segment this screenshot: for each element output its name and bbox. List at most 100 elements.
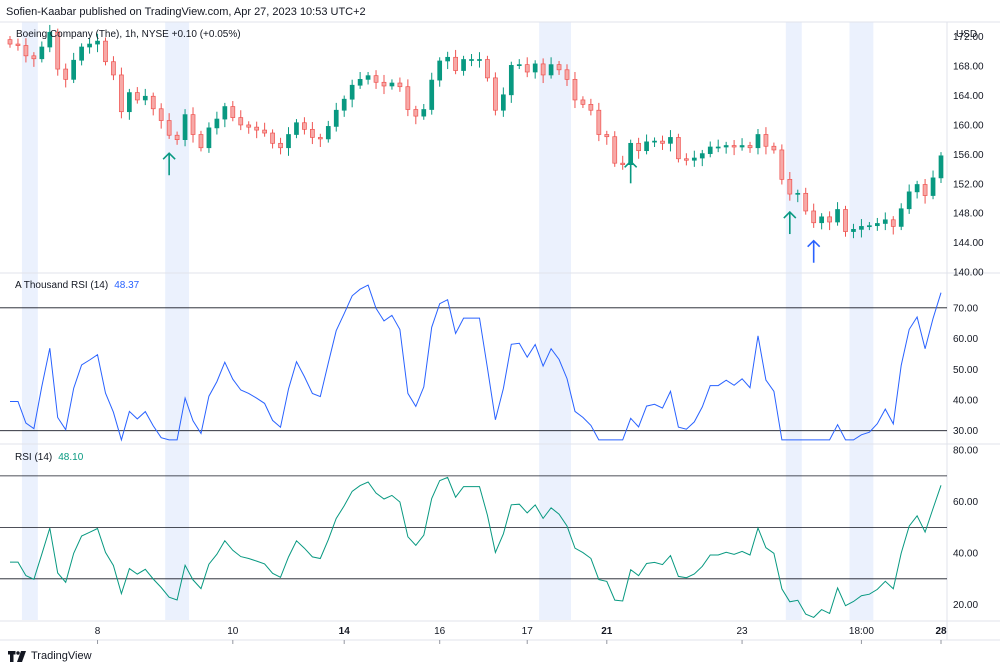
candle-body: [341, 98, 347, 111]
time-tick-label: 17: [522, 626, 534, 637]
candle-body: [469, 59, 474, 61]
candle-body: [644, 141, 649, 152]
candle-body: [723, 145, 729, 148]
candle-body: [87, 43, 92, 48]
candle-body: [119, 74, 124, 113]
candle-body: [739, 145, 745, 148]
candle-body: [501, 94, 506, 111]
candle-body: [317, 137, 323, 140]
candle-body: [906, 191, 912, 210]
candle-body: [556, 64, 562, 71]
candle-body: [286, 134, 291, 149]
candle-body: [95, 40, 100, 45]
candle-body: [39, 46, 45, 60]
candle-body: [699, 153, 705, 159]
candle-body: [405, 86, 411, 110]
time-tick-label: 14: [339, 626, 351, 637]
candle-body: [230, 106, 236, 118]
candle-body: [843, 209, 848, 232]
candle-body: [190, 114, 196, 135]
candle-body: [779, 149, 785, 180]
candle-body: [835, 209, 840, 223]
rsi-legend: RSI (14) 48.10: [15, 452, 83, 463]
candle-body: [302, 122, 307, 130]
candle-body: [596, 109, 602, 135]
candle-body: [333, 109, 339, 127]
candle-body: [588, 104, 594, 111]
athousand-rsi-value: 48.37: [114, 280, 140, 291]
price-tick-label: 140.00: [953, 268, 984, 279]
candle-body: [922, 184, 928, 196]
candle-body: [349, 84, 355, 100]
rsi-value: 48.10: [58, 452, 84, 463]
session-band-4: [849, 22, 874, 620]
candle-body: [246, 124, 252, 128]
candle-body: [214, 118, 220, 129]
candle-body: [365, 75, 371, 80]
candle-body: [158, 108, 164, 121]
candle-body: [47, 31, 53, 48]
time-tick-label: 21: [601, 626, 613, 637]
signal-arrow-head: [162, 152, 176, 160]
candle-body: [827, 216, 832, 223]
candle-body: [7, 39, 13, 45]
candle-body: [485, 59, 490, 79]
session-band-3: [785, 22, 802, 620]
footer-brand[interactable]: TradingView: [8, 650, 92, 662]
candle-body: [890, 219, 896, 227]
candle-body: [867, 225, 872, 228]
candle-body: [516, 64, 522, 66]
athousand-rsi-legend: A Thousand RSI (14) 48.37: [15, 280, 139, 291]
rsi-tick-label: 40.00: [953, 549, 978, 560]
time-tick-label: 23: [737, 626, 749, 637]
candle-body: [524, 64, 530, 73]
candle-body: [795, 192, 801, 195]
candle-body: [620, 162, 626, 165]
session-band-2: [539, 22, 571, 620]
candle-body: [652, 140, 657, 143]
signal-arrow-icon: [783, 210, 797, 235]
candle-body: [238, 117, 244, 126]
price-tick-label: 152.00: [953, 179, 984, 190]
candle-body: [127, 92, 132, 113]
tradingview-logo-icon: [8, 650, 26, 662]
candle-body: [134, 92, 140, 101]
candle-body: [262, 129, 267, 134]
candle-body: [548, 64, 554, 76]
athousand-rsi-tick-label: 30.00: [953, 426, 978, 437]
candle-body: [819, 216, 824, 224]
time-tick-label: 8: [95, 626, 101, 637]
rsi-tick-label: 80.00: [953, 446, 978, 457]
candle-body: [572, 79, 578, 101]
candle-body: [71, 59, 77, 80]
candle-body: [437, 60, 443, 81]
candle-body: [142, 95, 148, 101]
signal-arrow-head: [624, 160, 638, 168]
rsi-tick-label: 20.00: [953, 600, 978, 611]
price-tick-label: 144.00: [953, 238, 984, 249]
candle-body: [150, 95, 156, 110]
candle-body: [660, 140, 665, 144]
candle-body: [325, 126, 331, 140]
candle-body: [676, 137, 681, 160]
candle-body: [294, 122, 299, 135]
rsi-tick-label: 60.00: [953, 497, 978, 508]
candle-body: [914, 184, 920, 193]
publish-info: Sofien-Kaabar published on TradingView.c…: [6, 6, 366, 18]
candle-body: [461, 59, 466, 71]
candle-body: [612, 136, 618, 164]
candle-body: [31, 55, 37, 60]
candle-body: [206, 127, 212, 149]
candle-body: [254, 126, 260, 131]
signal-arrow-head: [783, 210, 797, 219]
candle-body: [55, 31, 61, 70]
candle-body: [540, 63, 546, 76]
candle-body: [636, 142, 641, 152]
price-tick-label: 168.00: [953, 62, 984, 73]
signal-arrow-head: [807, 239, 821, 248]
candle-body: [564, 69, 570, 80]
price-tick-label: 164.00: [953, 91, 984, 102]
candle-body: [874, 223, 880, 227]
candle-body: [103, 40, 108, 63]
